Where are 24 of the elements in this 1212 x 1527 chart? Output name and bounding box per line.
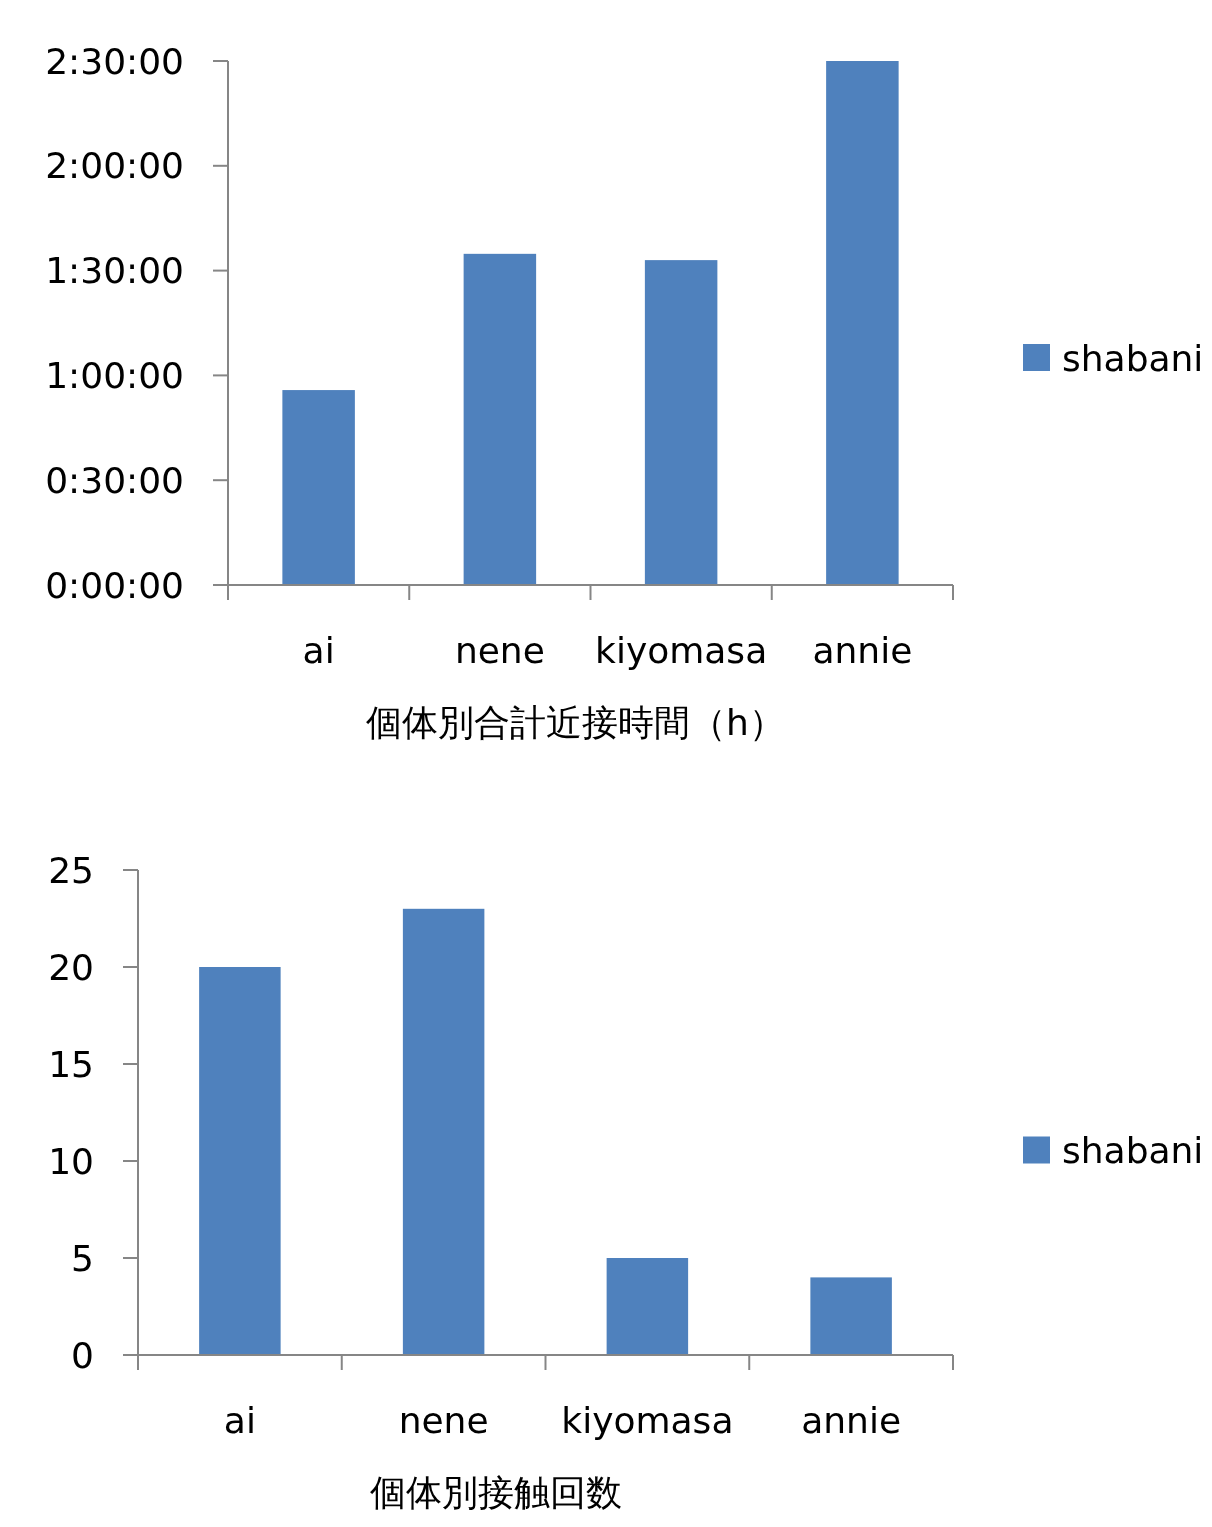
y-tick-label: 0 bbox=[71, 1334, 94, 1376]
y-tick-label: 25 bbox=[48, 849, 94, 891]
y-tick-label: 0:00:00 bbox=[45, 564, 184, 606]
y-tick-label: 2:30:00 bbox=[45, 40, 184, 82]
x-tick-label: annie bbox=[812, 630, 913, 671]
y-tick-label: 1:00:00 bbox=[45, 354, 184, 396]
x-tick-label: nene bbox=[398, 1400, 489, 1441]
x-axis-title: 個体別接触回数 bbox=[369, 1472, 622, 1513]
y-tick-label: 1:30:00 bbox=[45, 250, 184, 292]
x-axis-title: 個体別合計近接時間（h） bbox=[366, 702, 785, 743]
legend-label: shabani bbox=[1062, 337, 1204, 379]
x-tick-label: annie bbox=[801, 1400, 902, 1441]
y-tick-label: 5 bbox=[71, 1237, 94, 1279]
y-tick-label: 0:30:00 bbox=[45, 459, 184, 501]
y-tick-label: 2:00:00 bbox=[45, 145, 184, 187]
x-tick-label: kiyomasa bbox=[595, 630, 768, 671]
y-tick-label: 10 bbox=[48, 1140, 94, 1182]
x-tick-label: ai bbox=[223, 1400, 256, 1441]
y-tick-label: 20 bbox=[48, 946, 94, 988]
legend-label: shabani bbox=[1062, 1130, 1204, 1171]
x-tick-label: kiyomasa bbox=[561, 1400, 734, 1441]
x-tick-label: nene bbox=[454, 630, 545, 671]
y-tick-label: 15 bbox=[48, 1043, 94, 1085]
x-tick-label: ai bbox=[302, 630, 335, 671]
